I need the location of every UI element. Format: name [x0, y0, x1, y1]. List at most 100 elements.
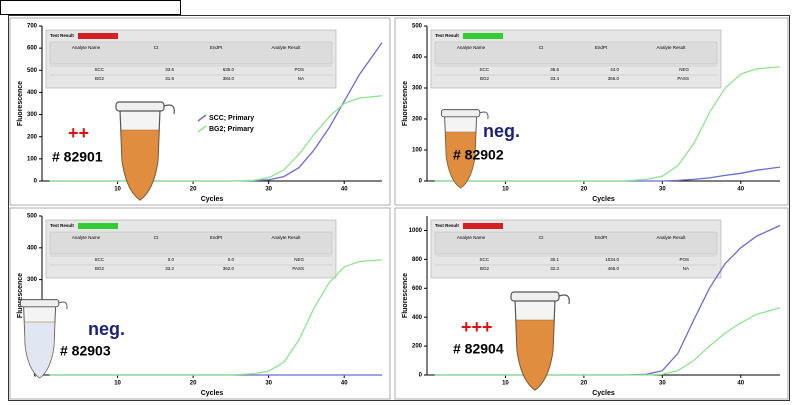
tube-cap: [116, 102, 164, 111]
table-cell: POS: [294, 67, 304, 72]
y-tick-label: 400: [412, 315, 423, 321]
x-tick-label: 10: [502, 381, 509, 387]
table-cell: 0.0: [228, 257, 235, 262]
table-header: Ct: [154, 45, 159, 50]
grade: neg.: [483, 121, 520, 141]
table-cell: PASS: [292, 266, 304, 271]
result-label: Test Result: [435, 33, 459, 38]
x-tick-label: 20: [190, 381, 197, 387]
table-header: EndPt: [210, 45, 223, 50]
legend-label: SCC; Primary: [209, 115, 254, 122]
sample-id: # 82902: [453, 147, 504, 163]
y-tick-label: 400: [27, 90, 38, 96]
table-cell: 465.0: [608, 266, 620, 271]
sample-id: # 82903: [60, 343, 111, 359]
x-tick-label: 10: [114, 381, 121, 387]
y-tick-label: 500: [27, 214, 38, 220]
table-cell: 366.0: [608, 76, 620, 81]
table-cell: POS: [679, 257, 689, 262]
result-status: [463, 223, 503, 229]
x-axis-label: Cycles: [201, 390, 224, 397]
table-cell: 384.0: [223, 76, 235, 81]
result-label: Test Result: [50, 33, 74, 38]
legend-label: BG2; Primary: [209, 126, 254, 133]
y-tick-label: 200: [27, 134, 38, 140]
y-tick-label: 500: [412, 24, 423, 30]
grade: +++: [461, 317, 493, 337]
table-cell: 635.0: [223, 67, 235, 72]
table-cell: BG2: [95, 266, 105, 271]
x-tick-label: 40: [737, 381, 744, 387]
table-header: EndPt: [210, 235, 223, 240]
table-header: EndPt: [595, 45, 608, 50]
y-tick-label: 300: [412, 86, 423, 92]
x-tick-label: 30: [659, 381, 666, 387]
x-tick-label: 40: [341, 187, 348, 193]
table-cell: NEG: [294, 257, 304, 262]
x-axis-label: Cycles: [592, 196, 615, 203]
x-tick-label: 10: [114, 187, 121, 193]
table-cell: 1034.0: [605, 257, 619, 262]
table-cell: 0.0: [168, 257, 175, 262]
table-cell: 32.3: [550, 266, 559, 271]
table-header: Analyte Name: [457, 45, 486, 50]
tube-cap: [441, 110, 479, 117]
x-tick-label: 30: [659, 187, 666, 193]
result-label: Test Result: [435, 223, 459, 228]
result-status: [78, 223, 118, 229]
grade: neg.: [88, 319, 125, 339]
y-tick-label: 600: [412, 286, 423, 292]
table-cell: SCC: [479, 257, 489, 262]
table-cell: 31.6: [165, 76, 174, 81]
table-cell: 44.0: [610, 67, 619, 72]
result-status: [78, 33, 118, 39]
table-cell: NA: [683, 266, 689, 271]
x-tick-label: 10: [502, 187, 509, 193]
x-tick-label: 30: [265, 381, 272, 387]
table-cell: BG2: [95, 76, 105, 81]
screenshot: 010020030040050060070010203040CyclesFluo…: [0, 0, 795, 405]
x-tick-label: 20: [581, 187, 588, 193]
table-header: Ct: [154, 235, 159, 240]
x-axis-label: Cycles: [592, 390, 615, 397]
table-cell: NEG: [679, 67, 689, 72]
table-cell: BG2: [480, 76, 490, 81]
y-axis-label: Fluorescence: [17, 273, 24, 318]
table-header: Analyte Result: [656, 45, 686, 50]
result-label: Test Result: [50, 223, 74, 228]
sample-id: # 82901: [52, 149, 103, 165]
y-tick-label: 200: [412, 117, 423, 123]
grade: ++: [68, 123, 89, 143]
x-tick-label: 40: [737, 187, 744, 193]
table-cell: 36.6: [550, 67, 559, 72]
table-header: Analyte Result: [271, 235, 301, 240]
x-tick-label: 30: [265, 187, 272, 193]
y-tick-label: 200: [412, 344, 423, 350]
table-cell: NA: [298, 76, 304, 81]
chart-panel: 010020030040050010203040CyclesFluorescen…: [10, 208, 390, 399]
x-tick-label: 20: [581, 381, 588, 387]
y-tick-label: 700: [27, 24, 38, 30]
tube-cap: [20, 300, 58, 307]
table-cell: 33.2: [165, 266, 174, 271]
table-header: Analyte Name: [72, 45, 101, 50]
y-axis-label: Fluorescence: [402, 81, 409, 126]
table-header: Ct: [539, 235, 544, 240]
table-cell: PASS: [677, 76, 689, 81]
table-cell: 33.6: [165, 67, 174, 72]
table-cell: 362.0: [223, 266, 235, 271]
table-cell: SCC: [94, 67, 104, 72]
header-box: [1, 1, 181, 15]
x-axis-label: Cycles: [201, 196, 224, 203]
table-header: Analyte Result: [656, 235, 686, 240]
y-tick-label: 100: [27, 156, 38, 162]
x-tick-label: 40: [341, 381, 348, 387]
y-tick-label: 400: [27, 245, 38, 251]
chart-panel: 010020030040050010203040CyclesFluorescen…: [395, 18, 788, 205]
y-tick-label: 500: [27, 68, 38, 74]
y-tick-label: 1000: [409, 228, 423, 234]
y-tick-label: 300: [27, 277, 38, 283]
table-cell: SCC: [479, 67, 489, 72]
